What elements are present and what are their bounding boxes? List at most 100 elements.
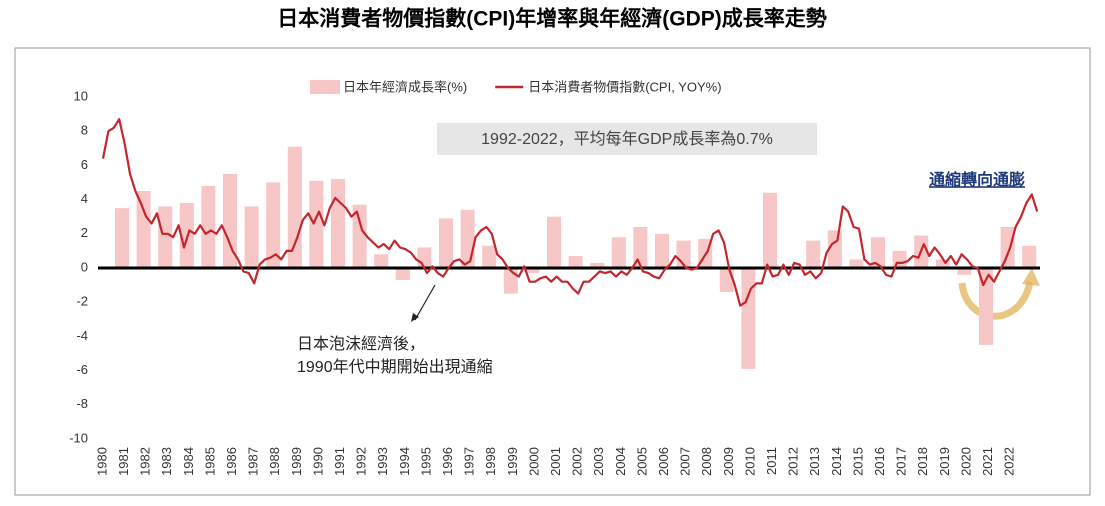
y-tick-label: -4 bbox=[76, 328, 88, 343]
bar bbox=[223, 173, 238, 268]
bar bbox=[763, 192, 778, 268]
bar bbox=[460, 209, 475, 268]
x-tick-label: 2004 bbox=[613, 447, 628, 476]
x-tick-label: 1985 bbox=[202, 447, 217, 476]
x-tick-label: 2000 bbox=[526, 447, 541, 476]
annotation: 通縮轉向通膨 bbox=[929, 170, 1025, 189]
bar bbox=[525, 268, 540, 274]
x-tick-label: 1994 bbox=[397, 447, 412, 476]
x-tick-label: 2019 bbox=[937, 447, 952, 476]
x-tick-label: 2022 bbox=[1002, 447, 1017, 476]
x-tick-label: 2003 bbox=[591, 447, 606, 476]
bar bbox=[1000, 226, 1015, 268]
bar bbox=[633, 226, 648, 268]
x-tick-label: 1993 bbox=[375, 447, 390, 476]
bar bbox=[331, 179, 346, 268]
bar bbox=[806, 240, 821, 268]
x-tick-label: 2021 bbox=[980, 447, 995, 476]
annotation: 1992-2022，平均每年GDP成長率為0.7% bbox=[481, 130, 773, 148]
x-tick-label: 2014 bbox=[829, 447, 844, 476]
x-tick-label: 1992 bbox=[354, 447, 369, 476]
y-tick-label: 0 bbox=[81, 259, 88, 274]
bar bbox=[439, 218, 454, 268]
legend-swatch bbox=[310, 80, 340, 94]
annotation: 1990年代中期開始出現通縮 bbox=[297, 358, 493, 376]
bar bbox=[482, 245, 497, 268]
bar bbox=[309, 180, 324, 268]
bar bbox=[590, 262, 605, 268]
bar bbox=[871, 237, 886, 268]
y-tick-label: 4 bbox=[81, 191, 88, 206]
x-tick-label: 1997 bbox=[462, 447, 477, 476]
bar bbox=[741, 268, 756, 369]
x-tick-label: 1995 bbox=[418, 447, 433, 476]
x-tick-label: 1983 bbox=[159, 447, 174, 476]
bar bbox=[979, 268, 994, 345]
chart-frame bbox=[14, 47, 1091, 496]
curved-arrow bbox=[958, 281, 1034, 320]
bar bbox=[417, 247, 432, 268]
x-tick-label: 1986 bbox=[224, 447, 239, 476]
x-tick-label: 2006 bbox=[656, 447, 671, 476]
x-tick-label: 1988 bbox=[267, 447, 282, 476]
y-tick-label: 8 bbox=[81, 123, 88, 138]
x-tick-label: 1996 bbox=[440, 447, 455, 476]
bar bbox=[352, 204, 367, 268]
bar bbox=[935, 259, 950, 268]
bar bbox=[611, 237, 626, 268]
bar bbox=[957, 268, 972, 275]
legend-label: 日本年經濟成長率(%) bbox=[343, 79, 467, 94]
x-tick-label: 2016 bbox=[872, 447, 887, 476]
chart-title: 日本消費者物價指數(CPI)年增率與年經濟(GDP)成長率走勢 bbox=[277, 7, 826, 31]
x-tick-label: 2011 bbox=[764, 447, 779, 475]
curved-arrow-head bbox=[1022, 268, 1040, 286]
x-tick-label: 1999 bbox=[505, 447, 520, 476]
cpi-line bbox=[101, 118, 1039, 307]
x-tick-label: 1982 bbox=[138, 447, 153, 476]
bar bbox=[719, 268, 734, 292]
y-tick-label: 2 bbox=[81, 225, 88, 240]
x-tick-label: 2009 bbox=[721, 447, 736, 476]
x-tick-label: 2018 bbox=[915, 447, 930, 476]
arrow-head bbox=[411, 313, 419, 322]
x-tick-label: 2017 bbox=[894, 447, 909, 476]
x-tick-label: 1998 bbox=[483, 447, 498, 476]
bar bbox=[568, 256, 583, 268]
x-tick-label: 2002 bbox=[570, 447, 585, 476]
x-tick-label: 2013 bbox=[807, 447, 822, 476]
x-tick-label: 1984 bbox=[181, 447, 196, 476]
y-tick-label: -8 bbox=[76, 396, 88, 411]
x-tick-label: 2008 bbox=[699, 447, 714, 476]
bar bbox=[158, 206, 173, 268]
x-tick-label: 1987 bbox=[246, 447, 261, 476]
bar bbox=[244, 206, 259, 268]
x-tick-label: 1980 bbox=[94, 447, 109, 476]
annotation: 日本泡沫經濟後， bbox=[297, 335, 425, 353]
bar bbox=[374, 254, 389, 268]
bar bbox=[201, 185, 216, 268]
x-tick-label: 2010 bbox=[742, 447, 757, 476]
x-tick-label: 2012 bbox=[786, 447, 801, 476]
x-tick-label: 2020 bbox=[958, 447, 973, 476]
x-tick-label: 2005 bbox=[634, 447, 649, 476]
bar bbox=[1022, 245, 1037, 268]
bar bbox=[395, 268, 410, 280]
legend-label: 日本消費者物價指數(CPI, YOY%) bbox=[528, 79, 721, 94]
bar bbox=[115, 208, 130, 268]
x-tick-label: 2001 bbox=[548, 447, 563, 476]
annotation-box bbox=[437, 123, 817, 155]
y-tick-label: 6 bbox=[81, 157, 88, 172]
y-tick-label: 10 bbox=[74, 88, 88, 103]
x-tick-label: 2007 bbox=[678, 447, 693, 476]
bar bbox=[655, 233, 670, 268]
y-tick-label: -6 bbox=[76, 362, 88, 377]
x-tick-label: 1981 bbox=[116, 447, 131, 476]
x-tick-label: 1991 bbox=[332, 447, 347, 476]
bar bbox=[136, 191, 151, 268]
bar bbox=[547, 216, 562, 268]
x-tick-label: 1990 bbox=[310, 447, 325, 476]
arrow bbox=[414, 284, 436, 321]
x-tick-label: 1989 bbox=[289, 447, 304, 476]
y-tick-label: -10 bbox=[69, 430, 88, 445]
